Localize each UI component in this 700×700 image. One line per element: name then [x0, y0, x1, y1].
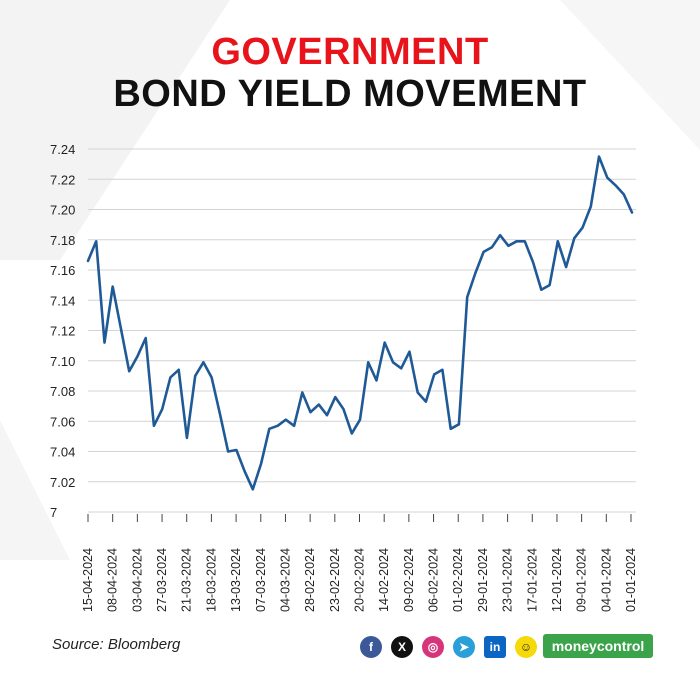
- y-tick-label: 7.04: [50, 445, 75, 460]
- x-tick-label: 03-04-2024: [130, 548, 144, 612]
- x-tick-label: 20-02-2024: [353, 548, 367, 612]
- telegram-icon[interactable]: ➤: [453, 636, 475, 658]
- x-axis-ticks: 15-04-2024 08-04-2024 03-04-2024 27-03-2024…: [81, 514, 638, 612]
- x-tick-label: 23-02-2024: [328, 548, 342, 612]
- x-tick-label: 17-01-2024: [525, 548, 539, 612]
- x-tick-label: 04-01-2024: [599, 548, 613, 612]
- y-tick-label: 7.06: [50, 414, 75, 429]
- x-tick-label: 09-02-2024: [402, 548, 416, 612]
- linkedin-icon[interactable]: in: [484, 636, 506, 658]
- y-tick-label: 7.10: [50, 354, 75, 369]
- x-tick-label: 07-03-2024: [254, 548, 268, 612]
- x-tick-label: 04-03-2024: [278, 548, 292, 612]
- x-tick-label: 09-01-2024: [575, 548, 589, 612]
- x-tick-label: 15-04-2024: [81, 548, 95, 612]
- y-tick-label: 7.14: [50, 293, 75, 308]
- x-icon[interactable]: X: [391, 636, 413, 658]
- yield-series-line: [86, 155, 634, 491]
- x-tick-label: 14-02-2024: [377, 548, 391, 612]
- y-tick-label: 7.24: [50, 142, 75, 157]
- y-tick-label: 7.20: [50, 203, 75, 218]
- x-tick-label: 01-02-2024: [451, 548, 465, 612]
- y-tick-label: 7.12: [50, 324, 75, 339]
- series-layer: [86, 155, 634, 491]
- y-tick-label: 7.08: [50, 384, 75, 399]
- x-tick-label: 08-04-2024: [106, 548, 120, 612]
- snapchat-icon[interactable]: ☺: [515, 636, 537, 658]
- y-tick-label: 7.02: [50, 475, 75, 490]
- chart-title-line1: GOVERNMENT: [211, 31, 489, 73]
- grid-lines: [88, 148, 636, 513]
- y-tick-label: 7.16: [50, 263, 75, 278]
- y-axis-ticks: 7.24 7.22 7.20 7.18 7.16 7.14 7.12 7.10 7.08 7.06…: [50, 142, 75, 520]
- x-tick-label: 21-03-2024: [180, 548, 194, 612]
- y-tick-label: 7.22: [50, 172, 75, 187]
- chart-title-line2: BOND YIELD MOVEMENT: [113, 73, 587, 115]
- x-tick-label: 29-01-2024: [476, 548, 490, 612]
- x-tick-label: 12-01-2024: [550, 548, 564, 612]
- x-tick-label: 23-01-2024: [501, 548, 515, 612]
- x-tick-label: 13-03-2024: [229, 548, 243, 612]
- x-tick-label: 06-02-2024: [427, 548, 441, 612]
- x-tick-label: 01-01-2024: [624, 548, 638, 612]
- x-tick-label: 28-02-2024: [303, 548, 317, 612]
- facebook-icon[interactable]: f: [360, 636, 382, 658]
- moneycontrol-logo: moneycontrol: [543, 634, 653, 658]
- x-tick-label: 27-03-2024: [155, 548, 169, 612]
- y-tick-label: 7: [50, 505, 57, 520]
- instagram-icon[interactable]: ◎: [422, 636, 444, 658]
- y-tick-label: 7.18: [50, 233, 75, 248]
- x-tick-label: 18-03-2024: [204, 548, 218, 612]
- source-caption: Source: Bloomberg: [52, 636, 181, 653]
